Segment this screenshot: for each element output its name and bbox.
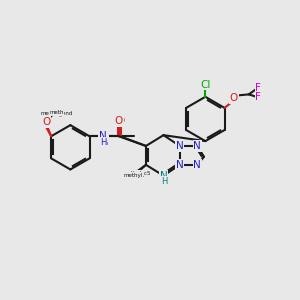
Text: meth: meth <box>49 110 64 115</box>
Text: Cl: Cl <box>200 80 211 90</box>
Text: F: F <box>255 92 261 102</box>
Text: H: H <box>161 177 167 186</box>
Text: N: N <box>99 131 107 141</box>
Text: N: N <box>194 160 201 170</box>
Text: N: N <box>160 171 167 181</box>
Text: F: F <box>255 82 261 93</box>
Text: N: N <box>176 141 184 151</box>
Text: N: N <box>100 131 108 141</box>
Text: O: O <box>42 117 50 127</box>
Text: H: H <box>100 138 106 147</box>
Text: methyl: methyl <box>123 172 142 178</box>
Text: O: O <box>41 117 50 127</box>
Text: N: N <box>194 141 201 151</box>
Text: methyl_c5: methyl_c5 <box>122 171 151 176</box>
Text: N: N <box>176 160 184 170</box>
Text: methyl_end: methyl_end <box>40 110 73 116</box>
Text: O: O <box>115 116 123 126</box>
Text: O: O <box>230 93 238 103</box>
Text: H: H <box>100 138 107 147</box>
Text: O: O <box>116 116 124 126</box>
